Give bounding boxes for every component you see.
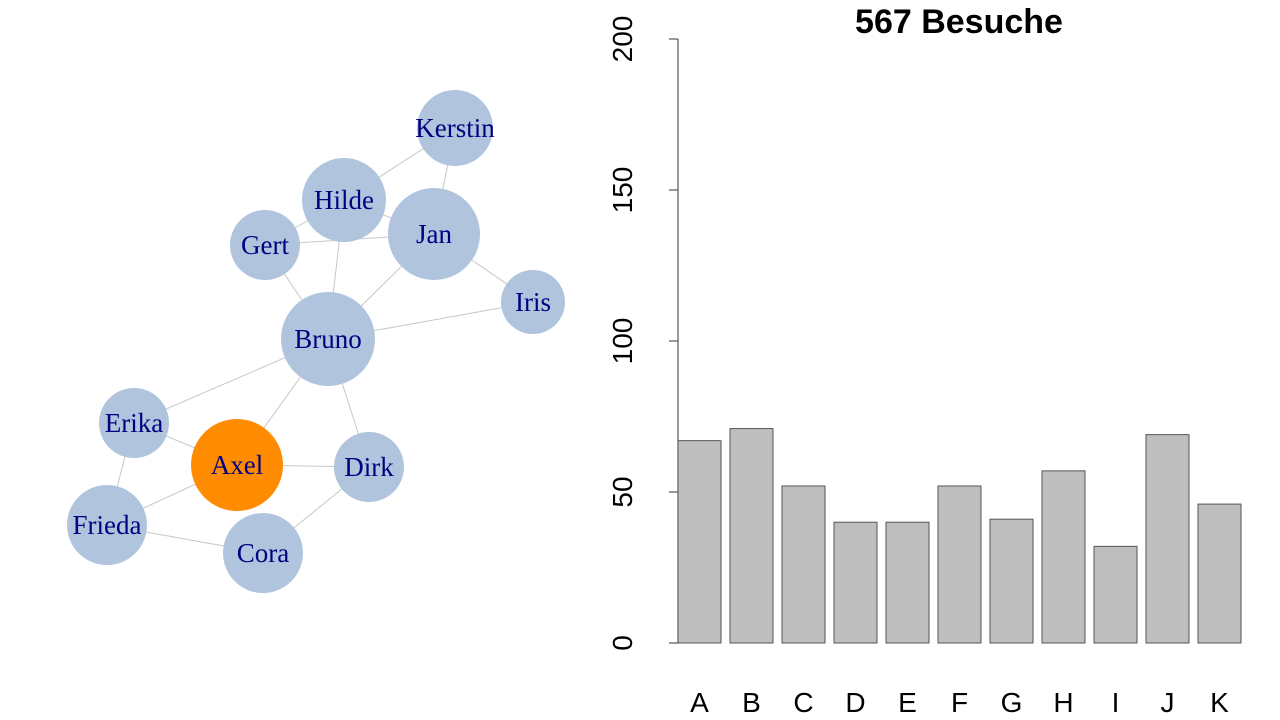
x-tick-label-c: C	[793, 687, 813, 718]
x-tick-label-a: A	[690, 687, 709, 718]
y-tick-label-200: 200	[607, 16, 638, 63]
bar-b	[729, 428, 774, 644]
node-label: Kerstin	[415, 113, 495, 143]
bar-i	[1093, 545, 1138, 644]
y-tick-label-150: 150	[607, 167, 638, 214]
bar-g	[989, 518, 1034, 644]
node-circle	[302, 158, 386, 242]
node-circle	[99, 388, 169, 458]
node-cora[interactable]: Cora	[223, 513, 303, 593]
node-label: Dirk	[344, 452, 394, 482]
node-label: Jan	[416, 219, 452, 249]
node-circle	[501, 270, 565, 334]
network-nodes: Kerstin Hilde Jan Gert Iris Bruno Erika Axel Dir…	[67, 90, 565, 593]
node-circle	[191, 419, 283, 511]
x-tick-label-e: E	[898, 687, 917, 718]
node-circle	[281, 292, 375, 386]
y-axis-ticks: 0 50 100 150 200	[607, 16, 678, 651]
node-label: Gert	[241, 230, 289, 260]
node-axel[interactable]: Axel	[191, 419, 283, 511]
node-label: Hilde	[314, 185, 374, 215]
bar-k	[1197, 503, 1242, 644]
node-label: Cora	[237, 538, 290, 568]
node-frieda[interactable]: Frieda	[67, 485, 147, 565]
node-label: Bruno	[294, 324, 362, 354]
node-dirk[interactable]: Dirk	[334, 432, 404, 502]
x-tick-label-h: H	[1053, 687, 1073, 718]
node-circle	[334, 432, 404, 502]
node-label: Erika	[105, 408, 163, 438]
network-graph: Kerstin Hilde Jan Gert Iris Bruno Erika Axel Dir…	[67, 90, 565, 593]
y-tick-label-100: 100	[607, 318, 638, 365]
node-erika[interactable]: Erika	[99, 388, 169, 458]
x-tick-label-f: F	[951, 687, 968, 718]
bar-a	[677, 440, 722, 644]
bar-f	[937, 485, 982, 644]
node-label: Axel	[211, 450, 263, 480]
node-circle	[230, 210, 300, 280]
node-jan[interactable]: Jan	[388, 188, 480, 280]
node-iris[interactable]: Iris	[501, 270, 565, 334]
y-tick-label-50: 50	[607, 476, 638, 507]
bar-h	[1041, 470, 1086, 644]
x-tick-label-i: I	[1112, 687, 1120, 718]
bar-j	[1145, 434, 1190, 644]
node-circle	[67, 485, 147, 565]
x-tick-label-b: B	[742, 687, 761, 718]
bars	[677, 428, 1242, 644]
node-hilde[interactable]: Hilde	[302, 158, 386, 242]
x-tick-label-j: J	[1161, 687, 1175, 718]
node-circle	[388, 188, 480, 280]
node-label: Frieda	[73, 510, 142, 540]
chart-title: 567 Besuche	[855, 3, 1063, 41]
x-tick-label-k: K	[1210, 687, 1229, 718]
node-circle	[223, 513, 303, 593]
x-tick-label-g: G	[1001, 687, 1023, 718]
bar-c	[781, 485, 826, 644]
node-label: Iris	[515, 287, 551, 317]
node-kerstin[interactable]: Kerstin	[415, 90, 495, 166]
y-tick-label-0: 0	[607, 635, 638, 651]
node-gert[interactable]: Gert	[230, 210, 300, 280]
node-circle	[417, 90, 493, 166]
node-bruno[interactable]: Bruno	[281, 292, 375, 386]
x-tick-label-d: D	[845, 687, 865, 718]
bar-e	[885, 521, 930, 644]
bar-d	[833, 521, 878, 644]
